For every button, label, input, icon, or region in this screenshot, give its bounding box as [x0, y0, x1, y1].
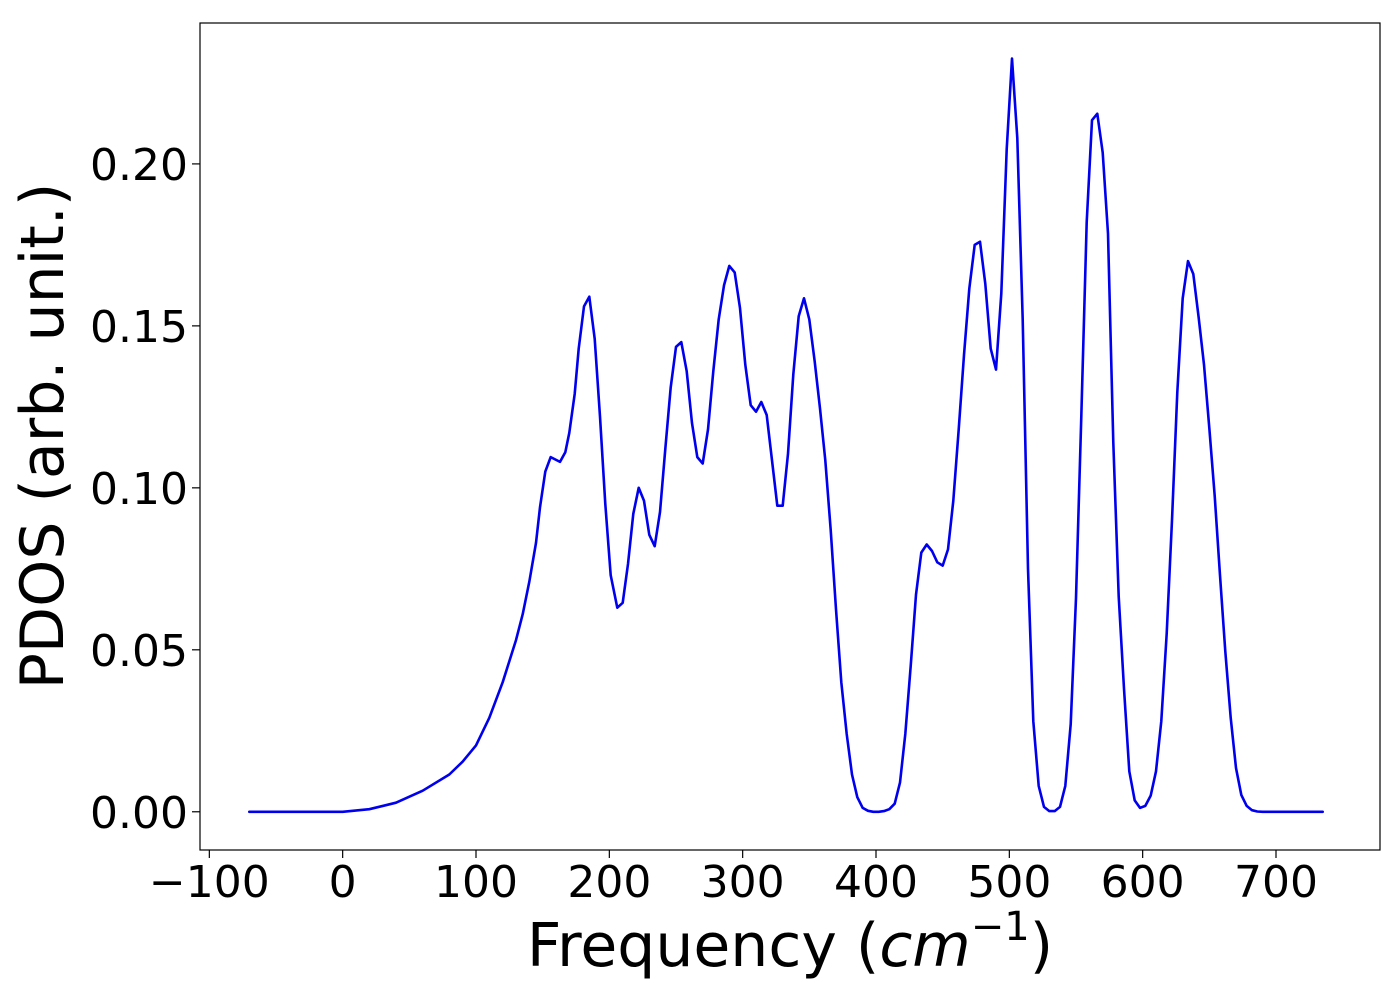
x-axis-ticks: −100 0 100 200 300 400 500 600 700: [149, 850, 1318, 908]
x-axis-unit-exponent: −1: [971, 904, 1030, 950]
y-tick-label: 0.15: [90, 302, 188, 353]
x-tick-label: 0: [329, 857, 357, 908]
y-tick-label: 0.00: [90, 788, 188, 839]
y-tick-label: 0.10: [90, 464, 188, 515]
x-tick-label: 600: [1101, 857, 1185, 908]
y-axis-ticks: 0.00 0.05 0.10 0.15 0.20: [90, 140, 200, 839]
x-tick-label: 200: [567, 857, 651, 908]
y-tick-label: 0.05: [90, 626, 188, 677]
x-tick-label: 500: [967, 857, 1051, 908]
x-tick-label: 300: [701, 857, 785, 908]
y-tick-label: 0.20: [90, 140, 188, 191]
x-axis-unit-base: cm: [879, 911, 970, 981]
x-tick-label: 100: [434, 857, 518, 908]
y-axis-title: PDOS (arb. unit.): [8, 183, 78, 690]
plot-frame: [199, 22, 1381, 851]
x-axis-title-text: Frequency: [527, 911, 837, 981]
series-line: [248, 57, 1324, 814]
x-axis-title-close: ): [1030, 911, 1053, 981]
x-tick-label: 400: [834, 857, 918, 908]
x-axis-title: Frequency (cm−1): [527, 904, 1053, 981]
x-tick-label: −100: [149, 857, 270, 908]
x-tick-label: 700: [1234, 857, 1318, 908]
